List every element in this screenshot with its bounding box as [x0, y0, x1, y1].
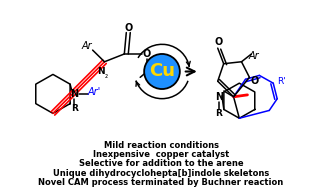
Text: R': R': [277, 77, 286, 86]
Text: Ar': Ar': [87, 87, 100, 97]
Text: Inexpensive  copper catalyst: Inexpensive copper catalyst: [93, 150, 229, 159]
Text: Ar: Ar: [81, 41, 92, 51]
Text: Cu: Cu: [149, 63, 175, 81]
Text: N: N: [70, 89, 78, 99]
Text: N: N: [215, 92, 223, 102]
Text: O: O: [143, 49, 151, 59]
Text: N: N: [97, 67, 104, 76]
Text: O: O: [124, 23, 132, 33]
Text: O: O: [214, 37, 223, 47]
Text: Novel CAM process terminated by Buchner reaction: Novel CAM process terminated by Buchner …: [38, 178, 284, 187]
Circle shape: [144, 54, 180, 89]
Text: Selective for addition to the arene: Selective for addition to the arene: [79, 160, 243, 169]
Text: Ar: Ar: [248, 51, 259, 61]
Text: R: R: [215, 109, 223, 118]
Text: Mild reaction conditions: Mild reaction conditions: [103, 141, 219, 150]
Text: Unique dihydrocyclohepta[b]indole skeletons: Unique dihydrocyclohepta[b]indole skelet…: [53, 169, 269, 178]
Text: ₂: ₂: [105, 71, 108, 80]
Text: O: O: [250, 76, 259, 86]
Text: R: R: [71, 104, 78, 113]
